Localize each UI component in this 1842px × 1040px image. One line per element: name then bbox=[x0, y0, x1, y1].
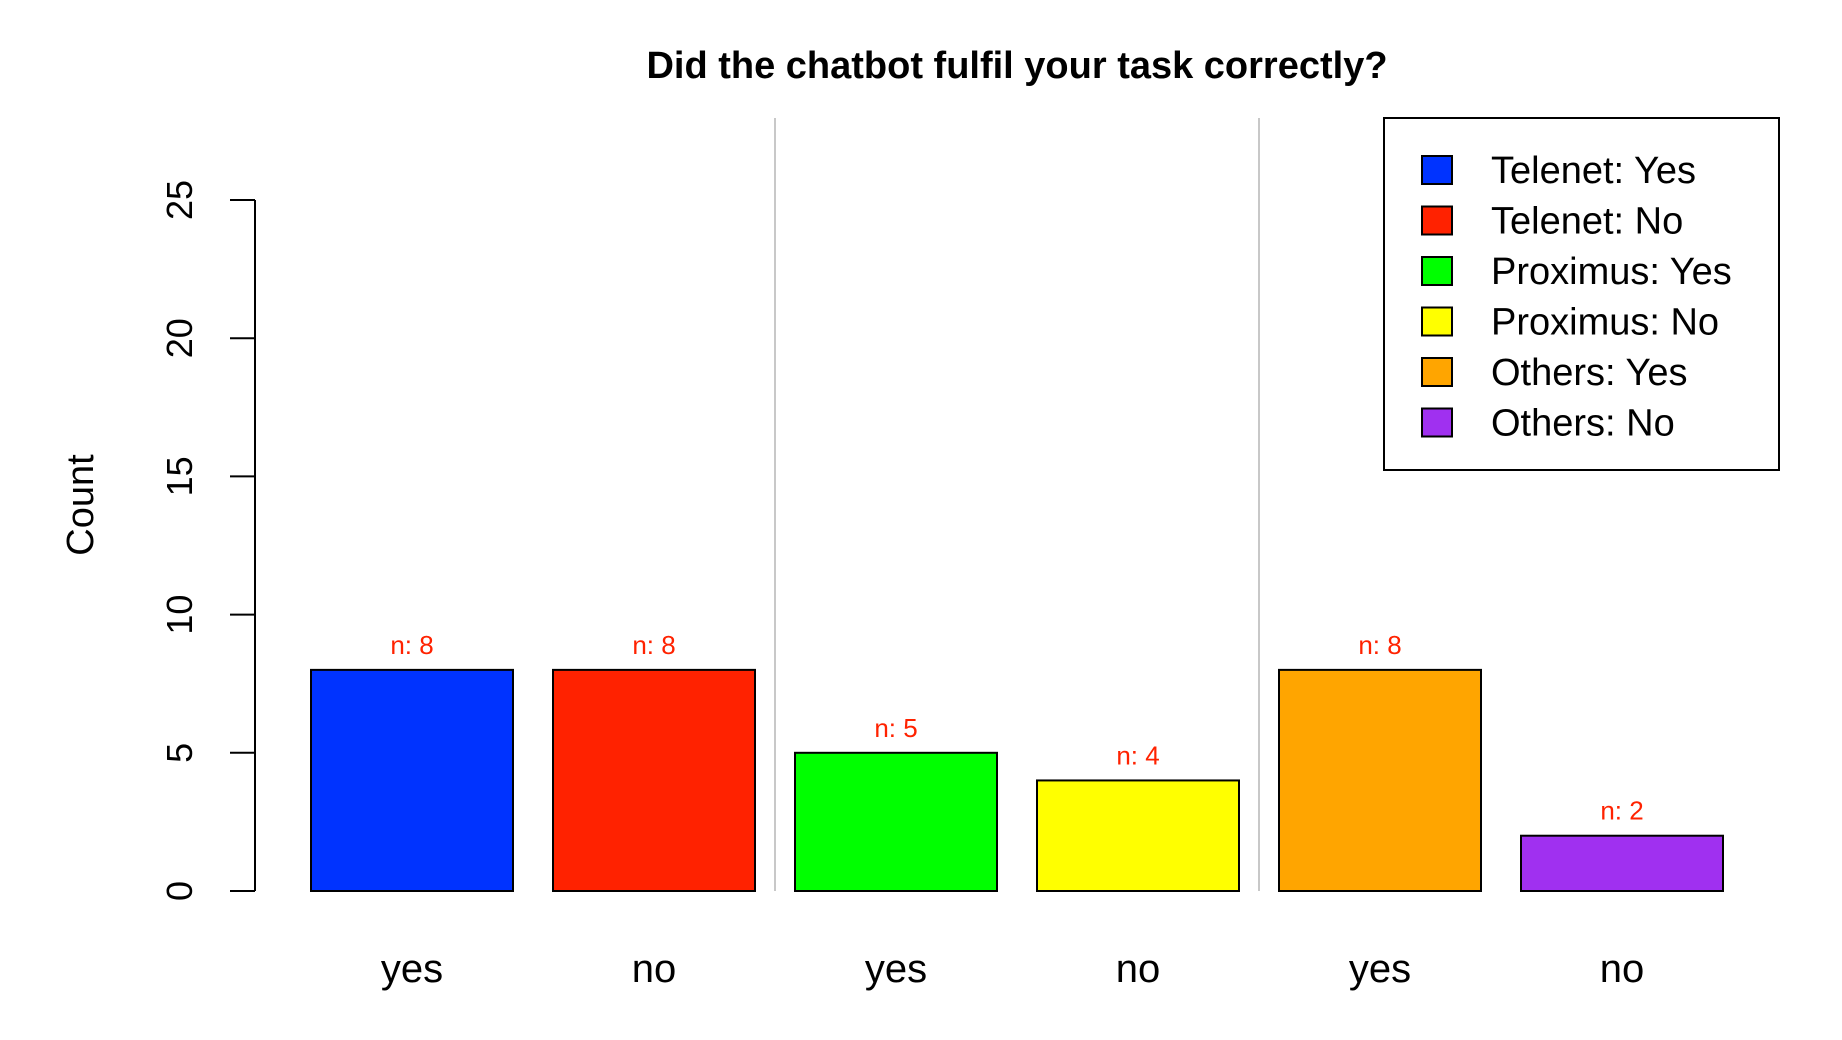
bars: n: 8 yes n: 8 no n: 5 yes n: 4 no n: 8 yes n: 2 no bbox=[310, 630, 1724, 991]
y-tick-label: 15 bbox=[159, 456, 200, 496]
legend-swatch bbox=[1421, 205, 1453, 236]
bar bbox=[1520, 834, 1724, 892]
bar bbox=[794, 751, 998, 892]
legend-label: Telenet: Yes bbox=[1491, 150, 1696, 192]
bar-value-label: n: 8 bbox=[390, 630, 433, 660]
legend-label: Telenet: No bbox=[1491, 201, 1683, 243]
y-axis-label: Count bbox=[60, 454, 102, 556]
x-tick-label: no bbox=[632, 947, 677, 991]
legend-label: Proximus: No bbox=[1491, 302, 1719, 344]
bar bbox=[310, 668, 514, 892]
x-tick-label: no bbox=[1116, 947, 1161, 991]
bar-value-label: n: 2 bbox=[1600, 796, 1643, 826]
legend-swatch bbox=[1421, 357, 1453, 387]
bar bbox=[552, 668, 756, 892]
y-tick-label: 10 bbox=[159, 595, 200, 635]
y-tick-label: 0 bbox=[159, 881, 200, 901]
bar-value-label: n: 8 bbox=[632, 630, 675, 660]
group-separators bbox=[774, 118, 1260, 891]
legend-swatch bbox=[1421, 155, 1453, 185]
y-tick-label: 20 bbox=[159, 318, 200, 358]
x-tick-label: no bbox=[1600, 947, 1645, 991]
x-tick-label: yes bbox=[381, 947, 443, 991]
y-axis: 0 5 10 15 20 25 bbox=[159, 180, 256, 901]
x-tick-label: yes bbox=[1349, 947, 1411, 991]
legend-label: Others: Yes bbox=[1491, 352, 1687, 394]
legend-swatch bbox=[1421, 407, 1453, 438]
legend-swatch bbox=[1421, 306, 1453, 337]
chart-title: Did the chatbot fulfil your task correct… bbox=[646, 45, 1387, 87]
x-tick-label: yes bbox=[865, 947, 927, 991]
bar-value-label: n: 4 bbox=[1116, 740, 1159, 770]
legend-swatch bbox=[1421, 256, 1453, 286]
y-tick-label: 25 bbox=[159, 180, 200, 220]
bar bbox=[1036, 779, 1240, 892]
y-tick-label: 5 bbox=[159, 743, 200, 763]
legend-label: Others: No bbox=[1491, 403, 1675, 445]
bar bbox=[1278, 668, 1482, 892]
legend: Telenet: Yes Telenet: No Proximus: Yes Prox… bbox=[1383, 117, 1780, 471]
bar-value-label: n: 5 bbox=[874, 713, 917, 743]
legend-label: Proximus: Yes bbox=[1491, 251, 1732, 293]
bar-value-label: n: 8 bbox=[1358, 630, 1401, 660]
